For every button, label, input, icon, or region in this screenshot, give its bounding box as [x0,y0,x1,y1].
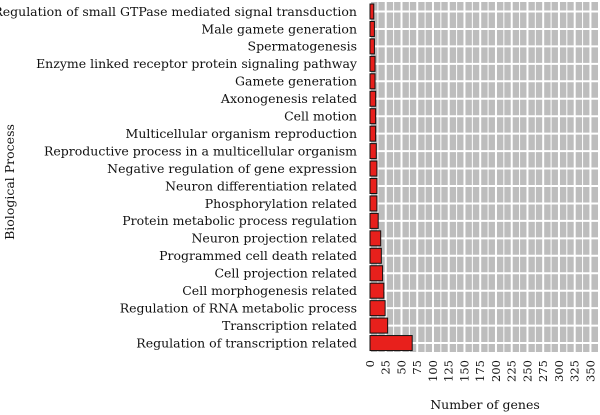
category-label: Transcription related [222,318,357,333]
bar [369,335,413,352]
x-tick-label: 125 [442,360,456,382]
bar [369,55,376,72]
bar [369,300,386,317]
bar [369,90,377,107]
bar [369,143,377,160]
bar [369,160,378,177]
bar [369,38,375,55]
x-tick-label: 250 [520,360,534,382]
bar [369,212,379,229]
category-label: Gamete generation [235,74,357,89]
y-axis-title: Biological Process [2,124,17,240]
x-axis-title: Number of genes [430,397,540,412]
category-labels: Regulation of small GTPase mediated sign… [0,4,358,351]
category-label: Axonogenesis related [220,91,357,106]
x-tick-label: 150 [457,360,471,382]
bar [369,20,375,37]
category-label: Neuron differentiation related [165,178,357,193]
category-label: Cell morphogenesis related [182,283,357,298]
bar [369,195,378,212]
x-tick-label: 75 [410,360,424,375]
category-label: Male gamete generation [201,21,357,36]
bar [369,317,389,334]
category-label: Reproductive process in a multicellular … [44,143,357,158]
x-tick-label: 100 [426,360,440,382]
x-tick-label: 25 [379,360,393,375]
bar [369,125,377,142]
category-label: Regulation of RNA metabolic process [120,300,357,315]
category-label: Regulation of transcription related [136,335,357,350]
bar [369,3,375,20]
x-tick-label: 200 [489,360,503,382]
x-tick-label: 275 [536,360,550,382]
category-label: Cell motion [284,109,357,124]
category-label: Cell projection related [214,266,357,281]
x-tick-label: 50 [394,360,408,375]
x-tick-label: 300 [552,360,566,382]
bar [369,230,382,247]
plot-background [370,2,598,352]
x-tick-label: 350 [583,360,597,382]
category-label: Negative regulation of gene expression [107,161,357,176]
plot-area [370,2,598,352]
category-label: Phosphorylation related [205,196,357,211]
category-label: Multicellular organism reproduction [126,126,357,141]
x-tick-labels: 0 25 50 75 100 125 150 175 200 225 250 275 300 325 350 [363,360,597,382]
category-label: Programmed cell death related [159,248,357,263]
x-tick-label: 0 [363,360,377,367]
bar [369,108,377,125]
bar [369,247,382,264]
bar [369,282,385,299]
x-tick-label: 175 [473,360,487,382]
bars [369,3,413,352]
grid-lines [369,2,598,352]
bar [369,265,384,282]
x-tick-label: 325 [568,360,582,382]
category-label: Neuron projection related [191,231,357,246]
bar [369,178,378,194]
bar [369,73,376,90]
category-label: Spermatogenesis [248,39,357,54]
category-label: Protein metabolic process regulation [122,213,357,228]
category-label: Regulation of small GTPase mediated sign… [0,4,357,19]
x-tick-label: 225 [505,360,519,382]
category-label: Enzyme linked receptor protein signaling… [36,56,358,71]
